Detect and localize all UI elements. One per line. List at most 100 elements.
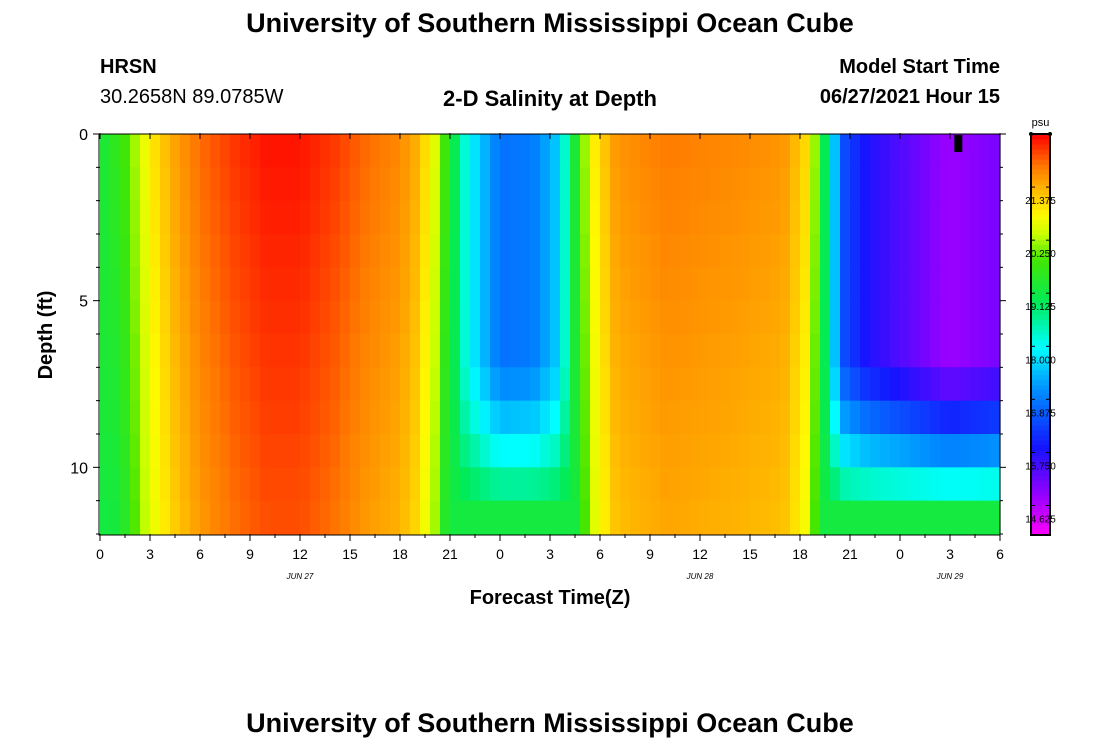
heat-cell [480,234,491,268]
heat-cell [840,167,851,202]
heat-cell [320,200,331,235]
heat-cell [120,334,131,368]
title-bottom: University of Southern Mississippi Ocean… [246,708,854,738]
heat-cell [730,167,741,202]
heat-cell [640,200,651,235]
x-axis-label: Forecast Time(Z) [470,587,631,609]
heat-cell [690,267,701,302]
heat-cell [640,434,651,468]
heat-cell [150,467,161,502]
heat-cell [310,234,321,268]
heat-cell [770,200,781,235]
colorbar-tick-label: 18.000 [1025,355,1056,366]
heat-cell [740,467,751,502]
heat-cell [400,167,411,202]
heat-cell [530,234,541,268]
heat-cell [720,400,731,435]
heat-cell [470,300,481,335]
heat-cell [270,134,281,168]
heat-cell [720,367,731,402]
heat-cell [640,334,651,368]
heat-cell [370,234,381,268]
heat-cell [100,234,111,268]
heat-cell [480,300,491,335]
y-tick-label: 0 [79,127,88,144]
heat-cell [130,467,141,502]
heat-cell [250,134,261,168]
heat-cell [700,467,711,502]
heat-cell [590,300,601,335]
heat-cell [940,300,951,335]
heat-cell [330,200,341,235]
heat-cell [530,300,541,335]
heat-cell [890,400,901,435]
heat-cell [660,400,671,435]
heat-cell [610,334,621,368]
heat-cell [350,400,361,435]
heat-cell [500,134,511,168]
colorbar-segment [1031,399,1050,406]
colorbar-segment [1031,379,1050,386]
heat-cell [590,367,601,402]
heat-cell [860,334,871,368]
colorbar-segment [1031,434,1050,441]
heat-cell [940,134,951,168]
heat-cell [270,234,281,268]
heat-cell [130,200,141,235]
heat-cell [100,334,111,368]
heat-cell [890,434,901,468]
heat-cell [200,234,211,268]
heat-cell [750,167,761,202]
heat-cell [370,467,381,502]
heat-cell [570,367,581,402]
heat-cell [340,234,351,268]
heat-cell [360,267,371,302]
y-tick-label: 10 [70,460,88,477]
axes: 0 3 6 9 12 15 18 21 0 3 6 9 12 15 18 21 0 3 6 JUN 27 JUN 28 J… [70,127,1006,581]
heat-cell [480,334,491,368]
heat-cell [550,134,561,168]
heat-cell [190,467,201,502]
heat-cell [120,134,131,168]
heat-cell [350,134,361,168]
heat-cell [450,200,461,235]
heat-cell [490,267,501,302]
heat-cell [880,200,891,235]
heat-cell [130,134,141,168]
heat-cell [550,434,561,468]
heat-cell [140,234,151,268]
heat-cell [430,234,441,268]
heat-cell [210,334,221,368]
heat-cell [480,167,491,202]
heat-cell [850,267,861,302]
heat-cell [170,300,181,335]
heat-cell [180,200,191,235]
heat-cell [710,500,721,535]
heat-cell [180,134,191,168]
heat-cell [620,200,631,235]
heat-cell [300,267,311,302]
heat-cell [270,300,281,335]
heat-cell [480,467,491,502]
heat-cell [720,267,731,302]
colorbar-segment [1031,404,1050,411]
heat-cell [820,300,831,335]
heat-cell [780,400,791,435]
colorbar-tick-label: 21.375 [1025,196,1056,207]
heat-cell [600,234,611,268]
heat-cell [580,267,591,302]
heat-cell [660,167,671,202]
heat-cell [190,500,201,535]
heat-cell [280,334,291,368]
heat-cell [990,367,1001,402]
colorbar-segment [1031,199,1050,205]
heat-cell [920,500,931,535]
colorbar-tick-label: 15.750 [1025,461,1056,472]
heat-cell [680,334,691,368]
x-tick-label: 21 [442,546,458,562]
heat-cell [320,400,331,435]
heat-cell [780,200,791,235]
heat-cell [300,167,311,202]
heat-cell [420,300,431,335]
heat-cell [610,467,621,502]
